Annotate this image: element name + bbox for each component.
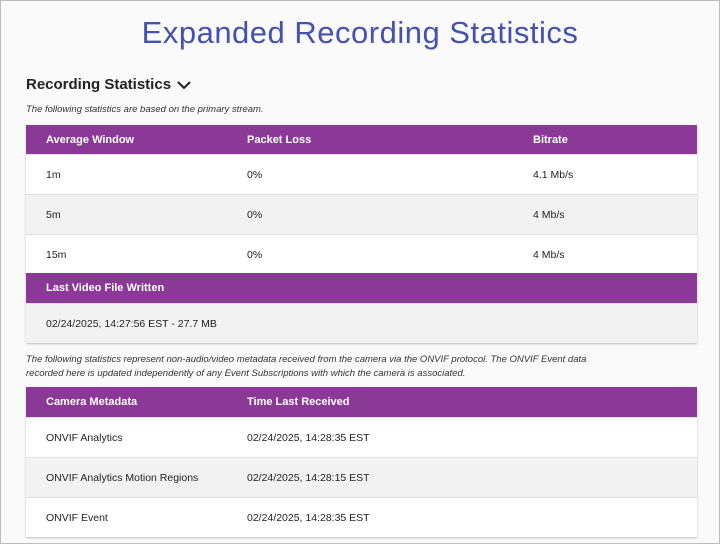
section-heading: Recording Statistics bbox=[26, 76, 172, 93]
stream-table: Average Window Packet Loss Bitrate 1m 0% 4.1 … bbox=[26, 125, 697, 274]
stream-note: The following statistics are based on th… bbox=[26, 104, 264, 115]
table-cell: ONVIF Event bbox=[46, 511, 108, 524]
table-row: ONVIF Analytics 02/24/2025, 14:28:35 EST bbox=[26, 417, 697, 457]
table-cell: 1m bbox=[46, 168, 61, 181]
table-header: Last Video File Written bbox=[26, 273, 697, 303]
table-cell: 5m bbox=[46, 208, 61, 221]
table-row: ONVIF Analytics Motion Regions 02/24/2025… bbox=[26, 457, 697, 497]
header-cell: Camera Metadata bbox=[46, 396, 138, 408]
table-cell: 4.1 Mb/s bbox=[533, 168, 574, 181]
table-row: 1m 0% 4.1 Mb/s bbox=[26, 154, 697, 194]
table-cell: 02/24/2025, 14:27:56 EST - 27.7 MB bbox=[46, 317, 217, 330]
header-cell: Last Video File Written bbox=[46, 282, 165, 294]
table-cell: ONVIF Analytics bbox=[46, 431, 123, 444]
table-row: ONVIF Event 02/24/2025, 14:28:35 EST bbox=[26, 497, 697, 537]
table-row: 02/24/2025, 14:27:56 EST - 27.7 MB bbox=[26, 303, 697, 343]
header-cell: Packet Loss bbox=[247, 133, 312, 146]
table-row: 15m 0% 4 Mb/s bbox=[26, 234, 697, 274]
header-cell: Bitrate bbox=[533, 133, 568, 146]
table-header: Average Window Packet Loss Bitrate bbox=[26, 125, 697, 154]
table-cell: 4 Mb/s bbox=[533, 248, 565, 261]
table-header: Camera Metadata Time Last Received bbox=[26, 387, 697, 417]
table-cell: 02/24/2025, 14:28:35 EST bbox=[247, 431, 370, 444]
header-cell: Time Last Received bbox=[247, 396, 350, 408]
table-cell: 0% bbox=[247, 208, 263, 221]
table-cell: 15m bbox=[46, 248, 67, 261]
table-row: 5m 0% 4 Mb/s bbox=[26, 194, 697, 234]
table-cell: 4 Mb/s bbox=[533, 208, 565, 221]
table-cell: 0% bbox=[247, 168, 263, 181]
file-table: Last Video File Written 02/24/2025, 14:27… bbox=[26, 273, 697, 343]
table-cell: 0% bbox=[247, 248, 263, 261]
chevron-icon bbox=[177, 80, 191, 89]
page-title: Expanded Recording Statistics bbox=[141, 15, 579, 50]
table-cell: 02/24/2025, 14:28:35 EST bbox=[247, 511, 370, 524]
table-cell: ONVIF Analytics Motion Regions bbox=[46, 471, 199, 484]
metadata-note: The following statistics represent non-a… bbox=[26, 354, 587, 379]
table-cell: 02/24/2025, 14:28:15 EST bbox=[247, 471, 370, 484]
header-cell: Average Window bbox=[46, 133, 135, 146]
section-toggle[interactable]: Recording Statistics bbox=[26, 76, 191, 93]
metadata-table: Camera Metadata Time Last Received ONVIF A… bbox=[26, 387, 697, 537]
